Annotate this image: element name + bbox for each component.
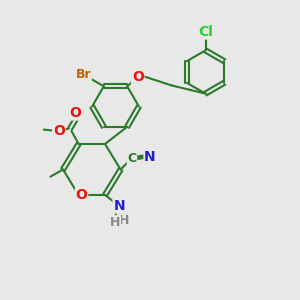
Text: O: O	[70, 106, 82, 120]
Text: N: N	[144, 150, 156, 164]
Text: Br: Br	[76, 68, 91, 81]
Text: H: H	[110, 216, 120, 229]
Text: N: N	[113, 199, 125, 213]
Text: O: O	[132, 70, 144, 84]
Text: Cl: Cl	[198, 25, 213, 39]
Text: C: C	[128, 152, 136, 165]
Text: O: O	[76, 188, 88, 202]
Text: H: H	[118, 214, 129, 227]
Text: O: O	[53, 124, 65, 138]
